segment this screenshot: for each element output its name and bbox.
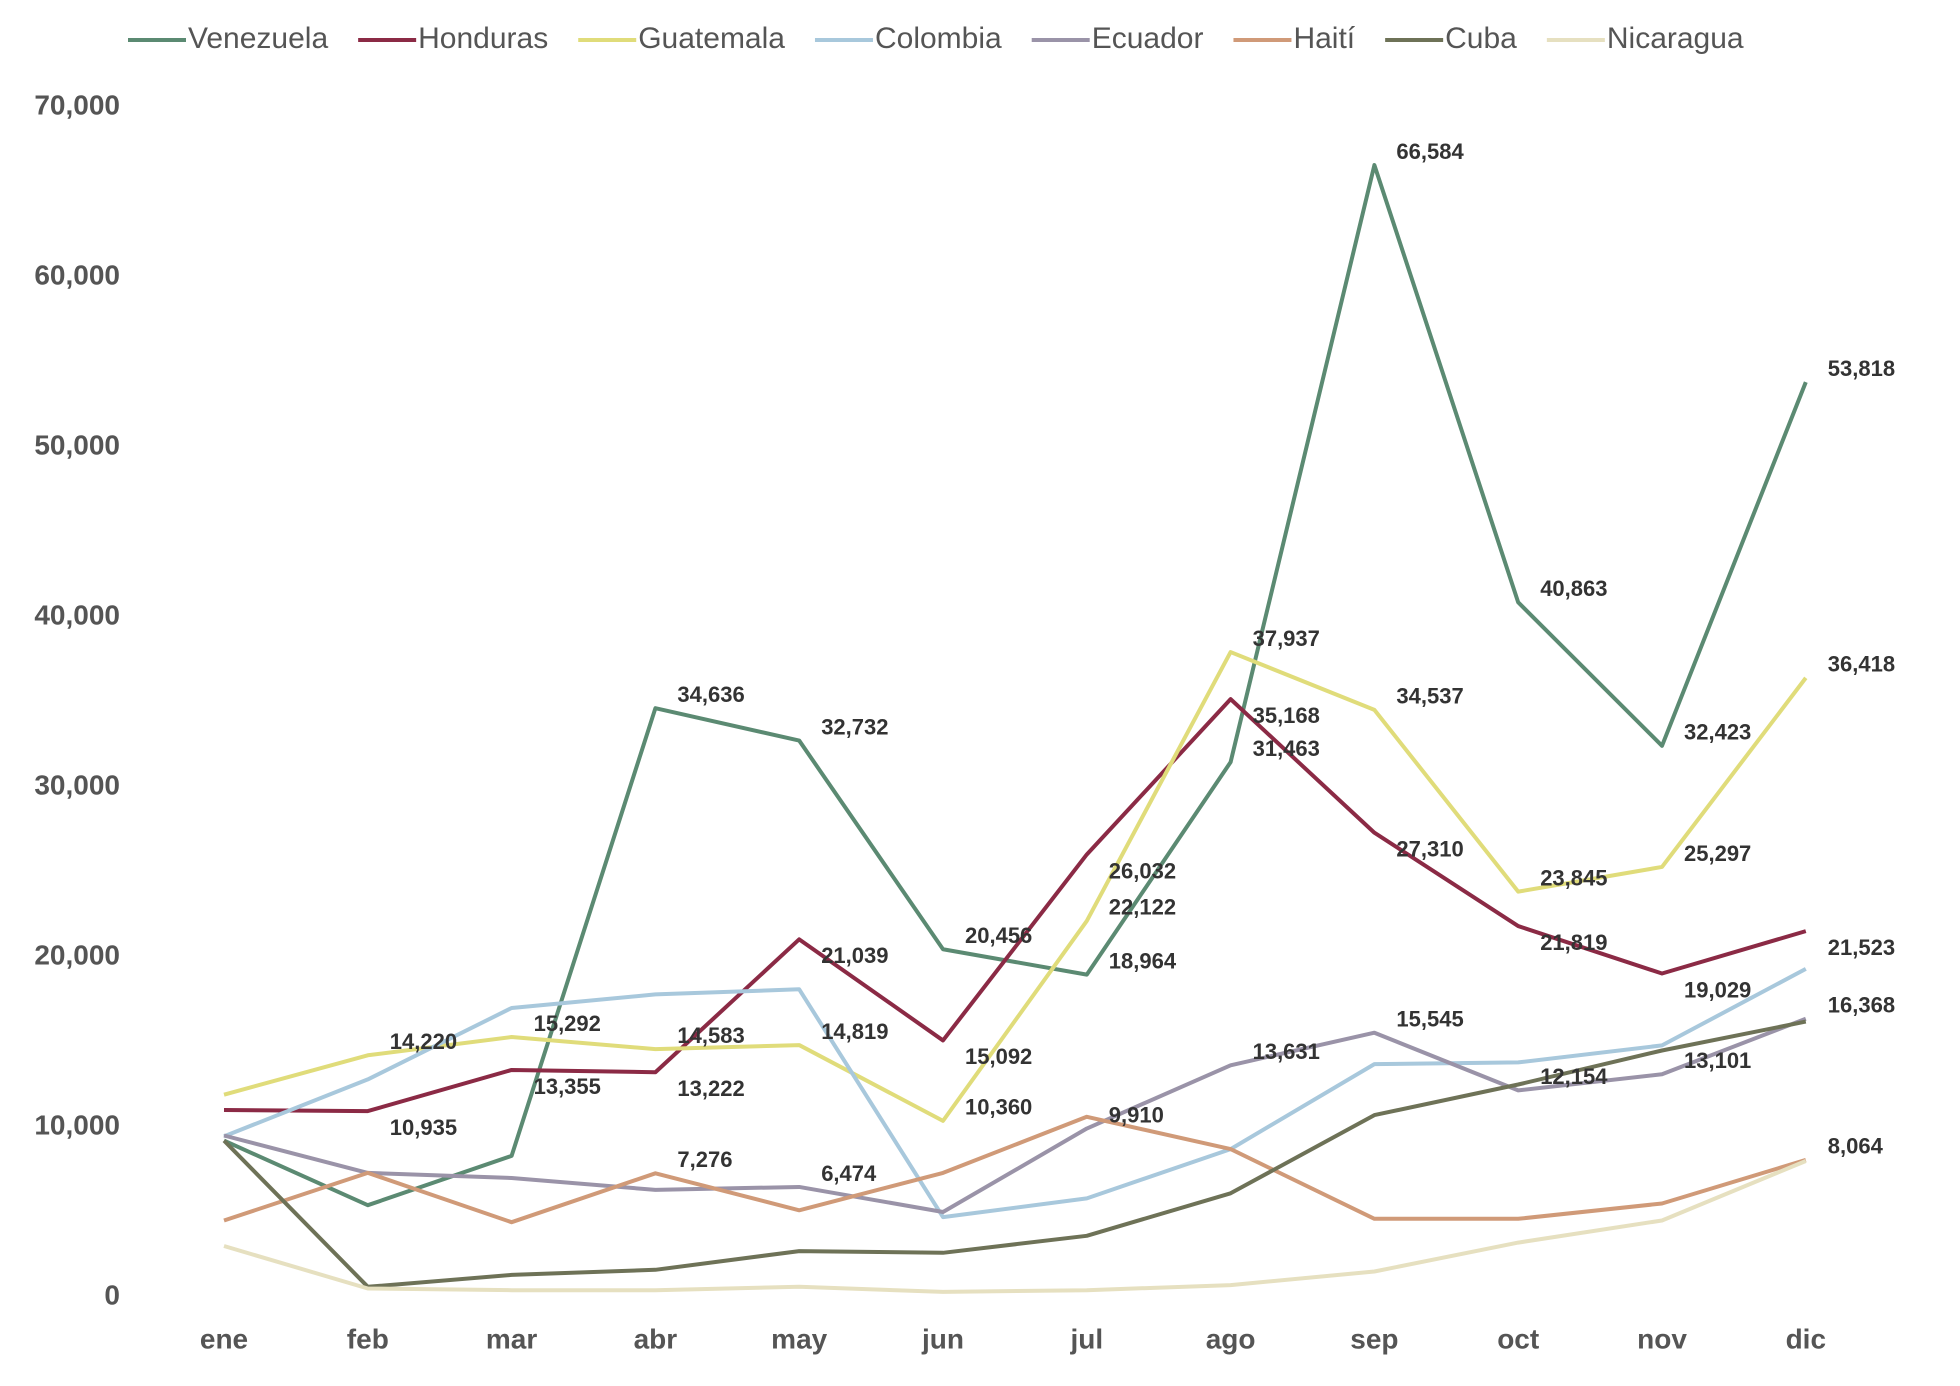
data-label: 27,310 <box>1396 837 1463 862</box>
data-label: 37,937 <box>1253 626 1320 651</box>
data-label: 18,964 <box>1109 948 1177 973</box>
y-tick-label: 40,000 <box>34 599 120 630</box>
series-line <box>223 1114 1807 1225</box>
series-line <box>223 967 1807 1220</box>
data-label: 21,039 <box>821 943 888 968</box>
data-label: 10,360 <box>965 1095 1032 1120</box>
data-label: 35,168 <box>1253 703 1320 728</box>
data-label: 10,935 <box>390 1115 457 1140</box>
series-line <box>223 1016 1807 1214</box>
legend-label: Colombia <box>875 22 1002 55</box>
x-tick-label: dic <box>1786 1323 1826 1354</box>
data-label: 32,423 <box>1684 720 1751 745</box>
series-line <box>223 697 1807 1114</box>
data-label: 8,064 <box>1828 1134 1884 1159</box>
y-tick-label: 20,000 <box>34 939 120 970</box>
legend-label: Nicaragua <box>1607 22 1744 55</box>
x-tick-label: abr <box>634 1323 678 1354</box>
x-tick-label: oct <box>1497 1323 1539 1354</box>
data-label: 14,583 <box>677 1023 744 1048</box>
data-label: 13,222 <box>677 1076 744 1101</box>
data-label: 6,474 <box>821 1161 877 1186</box>
legend-label: Venezuela <box>188 22 328 55</box>
x-tick-label: nov <box>1637 1323 1687 1354</box>
x-tick-label: may <box>771 1323 827 1354</box>
data-label: 21,819 <box>1540 930 1607 955</box>
x-tick-label: ene <box>200 1323 248 1354</box>
data-label: 22,122 <box>1109 895 1176 920</box>
y-tick-label: 50,000 <box>34 429 120 460</box>
x-tick-label: ago <box>1206 1323 1256 1354</box>
data-label: 7,276 <box>677 1147 732 1172</box>
series-line <box>222 1019 1807 1289</box>
data-label: 34,636 <box>677 682 744 707</box>
legend-label: Haití <box>1293 22 1355 55</box>
data-label: 20,456 <box>965 923 1032 948</box>
legend-label: Guatemala <box>638 22 785 55</box>
data-label: 13,355 <box>534 1074 601 1099</box>
data-label: 14,220 <box>390 1029 457 1054</box>
y-tick-label: 60,000 <box>34 259 120 290</box>
data-label: 16,368 <box>1828 993 1895 1018</box>
data-label: 23,845 <box>1540 865 1607 890</box>
series-line <box>223 163 1808 1208</box>
series-line <box>223 1159 1807 1294</box>
data-label: 15,092 <box>965 1044 1032 1069</box>
data-label: 13,631 <box>1253 1039 1320 1064</box>
data-label: 15,292 <box>534 1011 601 1036</box>
x-tick-label: jun <box>921 1323 964 1354</box>
y-tick-label: 10,000 <box>34 1109 120 1140</box>
data-label: 66,584 <box>1396 139 1464 164</box>
legend-label: Honduras <box>418 22 548 55</box>
data-label: 31,463 <box>1253 736 1320 761</box>
y-tick-label: 0 <box>104 1279 120 1310</box>
x-tick-label: feb <box>347 1323 389 1354</box>
data-label: 32,732 <box>821 714 888 739</box>
legend-label: Ecuador <box>1092 22 1204 55</box>
data-label: 53,818 <box>1828 356 1895 381</box>
data-label: 26,032 <box>1109 858 1176 883</box>
legend-label: Cuba <box>1445 22 1517 55</box>
data-label: 25,297 <box>1684 841 1751 866</box>
data-label: 21,523 <box>1828 935 1895 960</box>
y-tick-label: 70,000 <box>34 89 120 120</box>
data-label: 36,418 <box>1828 652 1895 677</box>
legend: Venezuela Honduras Guatemala Colombia Ecuado… <box>128 22 1744 55</box>
x-tick-label: mar <box>486 1323 537 1354</box>
data-label: 9,910 <box>1109 1102 1164 1127</box>
x-tick-label: jul <box>1069 1323 1103 1354</box>
data-label: 40,863 <box>1540 576 1607 601</box>
data-label: 14,819 <box>821 1019 888 1044</box>
data-label: 34,537 <box>1396 684 1463 709</box>
data-label: 15,545 <box>1396 1007 1463 1032</box>
data-label: 13,101 <box>1684 1048 1751 1073</box>
data-label: 12,154 <box>1540 1064 1608 1089</box>
y-tick-label: 30,000 <box>34 769 120 800</box>
x-tick-label: sep <box>1350 1323 1398 1354</box>
data-label: 19,029 <box>1684 977 1751 1002</box>
series-line <box>223 650 1808 1123</box>
